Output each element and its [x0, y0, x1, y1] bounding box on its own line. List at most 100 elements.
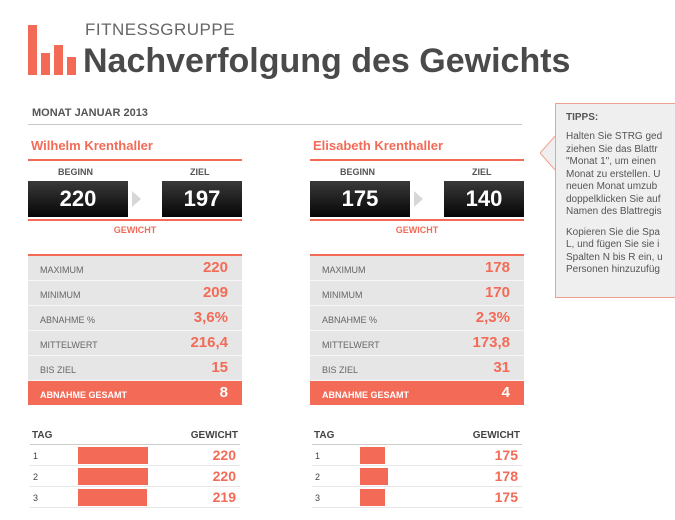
goal-label: ZIEL: [190, 167, 210, 177]
stat-row-mean: MITTELWERT 173,8: [310, 331, 524, 356]
weight-bar: [360, 447, 385, 464]
weight-cell[interactable]: 178: [494, 468, 518, 484]
stat-value[interactable]: 178: [484, 259, 510, 276]
stat-value[interactable]: 15: [211, 359, 228, 376]
tips-line: Personen hinzuzufüg: [566, 264, 660, 275]
table-row[interactable]: 3 175: [312, 487, 522, 508]
tips-title: TIPPS:: [566, 112, 599, 123]
divider: [310, 219, 524, 221]
weight-cell[interactable]: 220: [212, 468, 236, 484]
divider: [310, 159, 524, 161]
stat-label: MITTELWERT: [40, 340, 98, 350]
stats-panel: MAXIMUM 220 MINIMUM 209 ABNAHME % 3,6% MITT…: [28, 254, 242, 405]
stat-value[interactable]: 209: [202, 284, 228, 301]
table-row[interactable]: 3 219: [30, 487, 240, 508]
start-weight-cell[interactable]: 220: [28, 181, 128, 217]
stat-value[interactable]: 220: [202, 259, 228, 276]
stat-value[interactable]: 3,6%: [193, 309, 228, 326]
person-name[interactable]: Elisabeth Krenthaller: [313, 138, 444, 153]
weight-label: GEWICHT: [395, 225, 439, 235]
tips-line: Kopieren Sie die Spa: [566, 226, 660, 238]
goal-weight-cell[interactable]: 197: [162, 181, 242, 217]
weight-cell[interactable]: 220: [212, 447, 236, 463]
bar-chart-logo-icon: [28, 25, 76, 75]
day-column-header: TAG: [314, 430, 335, 441]
tips-pointer-icon: [540, 135, 556, 171]
person-card: Wilhelm Krenthaller BEGINN ZIEL 220 197 …: [28, 138, 242, 235]
weight-bar: [78, 447, 148, 464]
stats-panel: MAXIMUM 178 MINIMUM 170 ABNAHME % 2,3% MITT…: [310, 254, 524, 405]
brand-name: FITNESSGRUPPE: [85, 20, 236, 39]
weight-cell[interactable]: 219: [212, 489, 236, 505]
stat-row-loss-pct: ABNAHME % 3,6%: [28, 306, 242, 331]
divider: [28, 219, 242, 221]
start-weight-cell[interactable]: 175: [310, 181, 410, 217]
weight-label: GEWICHT: [113, 225, 157, 235]
stat-value[interactable]: 2,3%: [475, 309, 510, 326]
stat-label: ABNAHME GESAMT: [40, 390, 127, 400]
person-card: Elisabeth Krenthaller BEGINN ZIEL 175 14…: [310, 138, 524, 235]
arrow-right-icon: [414, 191, 423, 207]
day-column-header: TAG: [32, 430, 53, 441]
stat-row-loss-pct: ABNAHME % 2,3%: [310, 306, 524, 331]
arrow-right-icon: [132, 191, 141, 207]
stat-row-max: MAXIMUM 178: [310, 256, 524, 281]
stat-value[interactable]: 170: [484, 284, 510, 301]
divider: [28, 159, 242, 161]
stat-label: MINIMUM: [40, 290, 81, 300]
table-header: TAG GEWICHT: [30, 430, 240, 445]
stat-row-to-goal: BIS ZIEL 31: [310, 356, 524, 381]
table-row[interactable]: 1 220: [30, 445, 240, 466]
tips-line: doppelklicken Sie auf: [566, 193, 661, 205]
tips-line: Monat zu erstellen. U: [566, 168, 661, 180]
daily-weight-table: TAG GEWICHT 1 175 2 178 3 175: [312, 430, 522, 508]
stat-row-total: ABNAHME GESAMT 8: [28, 381, 242, 405]
month-label: MONAT JANUAR 2013: [32, 107, 148, 119]
stat-value[interactable]: 31: [493, 359, 510, 376]
day-cell: 2: [315, 472, 321, 482]
start-label: BEGINN: [58, 167, 94, 177]
stat-value[interactable]: 173,8: [472, 334, 510, 351]
daily-weight-table: TAG GEWICHT 1 220 2 220 3 219: [30, 430, 240, 508]
stat-row-min: MINIMUM 170: [310, 281, 524, 306]
tips-line: L, und fügen Sie sie i: [566, 239, 660, 250]
stat-label: MINIMUM: [322, 290, 363, 300]
tips-text-1: Halten Sie STRG ged ziehen Sie das Blatt…: [566, 131, 675, 219]
stat-row-max: MAXIMUM 220: [28, 256, 242, 281]
stat-row-min: MINIMUM 209: [28, 281, 242, 306]
tips-line: neuen Monat umzub: [566, 181, 658, 192]
stat-value[interactable]: 4: [501, 384, 510, 401]
tips-panel: TIPPS: Halten Sie STRG ged ziehen Sie da…: [555, 103, 675, 298]
goal-weight-cell[interactable]: 140: [444, 181, 524, 217]
weight-bar: [78, 468, 148, 485]
stat-label: MAXIMUM: [322, 265, 366, 275]
stat-value[interactable]: 216,4: [190, 334, 228, 351]
weight-bar: [360, 468, 388, 485]
stat-label: BIS ZIEL: [322, 365, 359, 375]
day-cell: 1: [315, 451, 321, 461]
stat-row-mean: MITTELWERT 216,4: [28, 331, 242, 356]
day-cell: 3: [33, 493, 39, 503]
weight-column-header: GEWICHT: [472, 430, 520, 441]
start-label: BEGINN: [340, 167, 376, 177]
goal-label: ZIEL: [472, 167, 492, 177]
tips-text-2: Kopieren Sie die Spa L, und fügen Sie si…: [566, 227, 675, 277]
table-row[interactable]: 1 175: [312, 445, 522, 466]
day-cell: 3: [315, 493, 321, 503]
table-header: TAG GEWICHT: [312, 430, 522, 445]
tips-line: ziehen Sie das Blattr: [566, 143, 658, 155]
weight-cell[interactable]: 175: [494, 489, 518, 505]
weight-cell[interactable]: 175: [494, 447, 518, 463]
stat-label: ABNAHME GESAMT: [322, 390, 409, 400]
tips-line: Halten Sie STRG ged: [566, 131, 663, 142]
stat-label: MAXIMUM: [40, 265, 84, 275]
day-cell: 2: [33, 472, 39, 482]
table-row[interactable]: 2 220: [30, 466, 240, 487]
stat-label: BIS ZIEL: [40, 365, 77, 375]
stat-value[interactable]: 8: [219, 384, 228, 401]
stat-label: ABNAHME %: [40, 315, 96, 325]
stat-label: MITTELWERT: [322, 340, 380, 350]
weight-bar: [360, 489, 385, 506]
person-name[interactable]: Wilhelm Krenthaller: [31, 138, 153, 153]
table-row[interactable]: 2 178: [312, 466, 522, 487]
